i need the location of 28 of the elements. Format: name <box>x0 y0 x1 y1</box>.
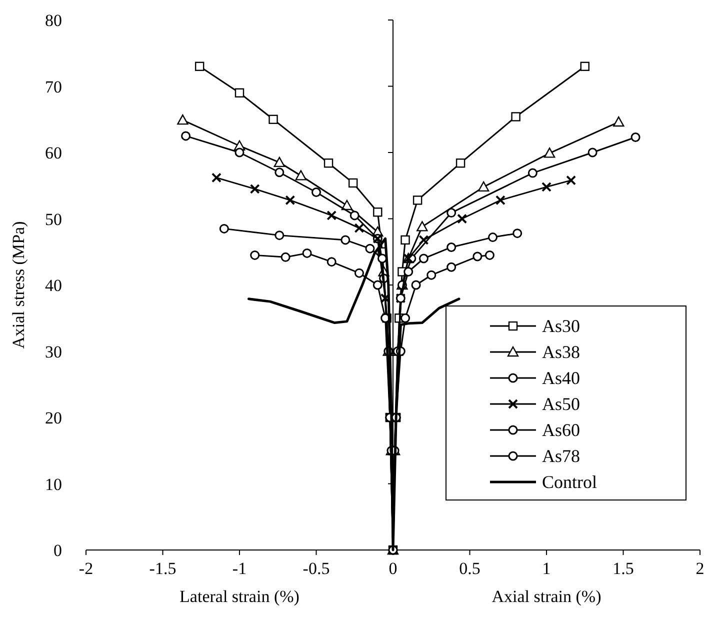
y-tick-label: 50 <box>45 210 62 229</box>
legend-label: As30 <box>542 316 580 336</box>
legend-label: As50 <box>542 394 580 414</box>
y-tick-label: 80 <box>45 11 62 30</box>
legend-label: As40 <box>542 368 580 388</box>
x-tick-label: -1 <box>232 559 247 578</box>
x-tick-label: 1 <box>542 559 551 578</box>
x-tick-label: 1.5 <box>612 559 634 578</box>
y-tick-label: 60 <box>45 144 62 162</box>
x-tick-label: -0.5 <box>302 559 330 578</box>
text: Axial strain (%) <box>492 587 602 606</box>
x-tick-label: 0 <box>388 559 398 578</box>
legend-label: As38 <box>542 342 580 362</box>
x-tick-label: 0.5 <box>459 559 480 578</box>
y-tick-label: 20 <box>45 408 62 428</box>
y-tick-label: 70 <box>45 77 62 96</box>
x-tick-label: 2 <box>696 559 704 578</box>
legend-label: As60 <box>542 420 580 440</box>
legend-label: As78 <box>542 446 580 466</box>
x-tick-label: -2 <box>78 559 94 578</box>
y-tick-label: 0 <box>54 541 62 560</box>
y-tick-label: 10 <box>45 474 62 494</box>
y-tick-label: 40 <box>45 276 62 295</box>
legend-label: Control <box>542 472 598 492</box>
x-tick-label: -1.5 <box>149 559 176 578</box>
y-tick-label: 30 <box>45 342 62 362</box>
y-axis-title: Axial stress (MPa) <box>9 221 28 349</box>
text: Lateral strain (%) <box>180 587 300 606</box>
